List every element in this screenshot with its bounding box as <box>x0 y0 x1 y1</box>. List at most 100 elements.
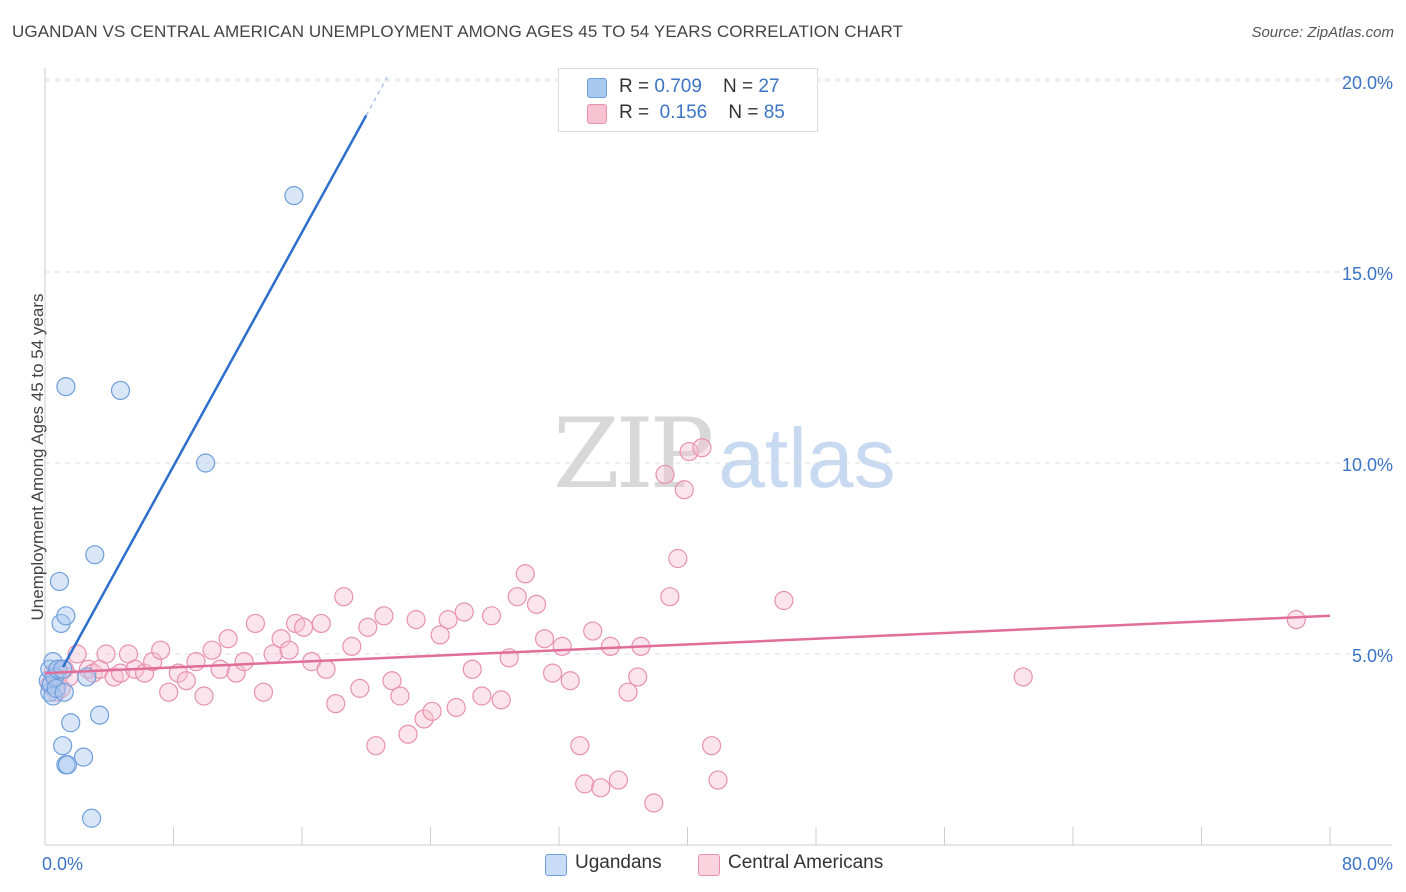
y-axis-label: Unemployment Among Ages 45 to 54 years <box>28 294 47 621</box>
central-american-point <box>245 613 266 634</box>
legend-stats-central-americans: R = 0.156 N = 85 <box>619 102 785 124</box>
central-american-point <box>253 682 274 702</box>
ugandan-point <box>196 453 216 473</box>
central-american-point <box>534 629 555 649</box>
ugandan-point <box>110 380 131 401</box>
ugandan-point <box>57 755 78 775</box>
central-american-point <box>406 610 426 630</box>
central-american-point <box>526 594 547 614</box>
central-american-point <box>422 701 442 721</box>
n-label: N = <box>728 102 764 123</box>
watermark-atlas: atlas <box>718 411 896 505</box>
central-american-point <box>575 774 595 794</box>
y-tick-label: 10.0% <box>1342 455 1393 475</box>
central-american-point <box>774 590 794 611</box>
ugandans-trend-line <box>61 114 368 668</box>
central-american-point <box>679 441 699 462</box>
correlation-legend: R = 0.709 N = 27 R = 0.156 N = 85 <box>558 68 818 132</box>
central-american-point <box>350 678 370 698</box>
x-tick-label: 80.0% <box>1342 854 1393 874</box>
central-american-point <box>1013 667 1033 687</box>
central-american-point <box>176 671 196 691</box>
legend-label-ugandans: Ugandans <box>575 852 662 873</box>
central-american-point <box>326 694 346 714</box>
central-american-point <box>583 621 603 641</box>
central-american-point <box>570 736 590 756</box>
central-american-point <box>1286 610 1306 630</box>
central-american-point <box>366 736 386 756</box>
r-value: 0.156 <box>659 102 708 123</box>
central-american-point <box>618 682 638 702</box>
central-american-point <box>311 613 331 634</box>
central-american-point <box>334 587 354 607</box>
grid-lines <box>45 78 1392 655</box>
ugandan-point <box>73 747 94 767</box>
ugandan-point <box>49 571 70 592</box>
central-american-point <box>271 629 291 649</box>
legend-swatch-blue <box>545 854 567 876</box>
legend-stats-ugandans: R = 0.709 N = 27 <box>619 76 780 98</box>
central-american-point <box>660 587 680 607</box>
source-label[interactable]: Source: ZipAtlas.com <box>1251 24 1394 41</box>
ugandan-point <box>85 545 105 565</box>
central-american-point <box>358 617 378 637</box>
central-american-point <box>708 770 728 790</box>
central-american-point <box>472 686 492 706</box>
watermark: ZIPatlas <box>553 398 896 510</box>
central-american-point <box>491 690 511 710</box>
central-american-point <box>234 652 254 672</box>
central-american-point <box>279 640 299 660</box>
central-american-point <box>462 659 482 679</box>
legend-label-central-americans: Central Americans <box>728 852 884 873</box>
central-american-point <box>390 686 410 706</box>
central-american-point <box>143 652 163 672</box>
central-american-point <box>552 636 572 656</box>
central-american-point <box>430 625 450 645</box>
central-american-point <box>218 629 238 649</box>
ugandan-point <box>56 606 76 626</box>
central-american-point <box>507 587 527 607</box>
central-american-point <box>151 640 171 660</box>
central-american-point <box>382 671 402 691</box>
central-american-point <box>316 659 336 679</box>
central-american-point <box>674 480 694 500</box>
series-legend: Ugandans Central Americans <box>0 852 1406 878</box>
tick-labels: 5.0% 10.0% 15.0% 20.0% 0.0% 80.0% <box>42 73 1393 874</box>
central-american-point <box>542 663 563 683</box>
n-value: 85 <box>763 102 785 123</box>
central-american-point <box>560 671 580 691</box>
central-american-point <box>628 667 648 687</box>
central-american-point <box>414 709 434 729</box>
central-american-point <box>186 652 206 672</box>
central-american-point <box>481 606 502 626</box>
ugandan-point <box>284 186 304 206</box>
central-american-point <box>96 644 116 664</box>
trend-lines <box>44 76 1331 675</box>
central-american-point <box>210 659 230 679</box>
central-american-point <box>655 464 675 485</box>
ugandan-point <box>53 659 73 679</box>
legend-swatch-pink <box>587 104 607 124</box>
r-label: R = <box>619 102 655 123</box>
ugandan-point <box>81 808 102 828</box>
legend-swatch-pink <box>698 854 720 876</box>
ugandan-point <box>54 682 74 702</box>
central-american-point <box>668 548 688 569</box>
central-american-point <box>398 724 418 744</box>
central-american-point <box>159 682 179 702</box>
chart-title: UGANDAN VS CENTRAL AMERICAN UNEMPLOYMENT… <box>12 22 904 41</box>
central-american-point <box>194 686 214 706</box>
central-american-point <box>438 610 458 630</box>
x-tick-label: 0.0% <box>42 854 83 874</box>
r-label: R = <box>619 76 655 97</box>
y-tick-label: 20.0% <box>1342 73 1393 93</box>
y-tick-label: 15.0% <box>1342 264 1393 284</box>
central-american-point <box>342 636 362 656</box>
ugandan-point <box>53 736 73 756</box>
y-tick-label: 5.0% <box>1352 646 1393 666</box>
legend-swatch-blue <box>587 78 607 98</box>
central-american-point <box>446 697 466 718</box>
central-american-point <box>202 640 222 660</box>
ugandans-trend-extension <box>365 76 388 116</box>
